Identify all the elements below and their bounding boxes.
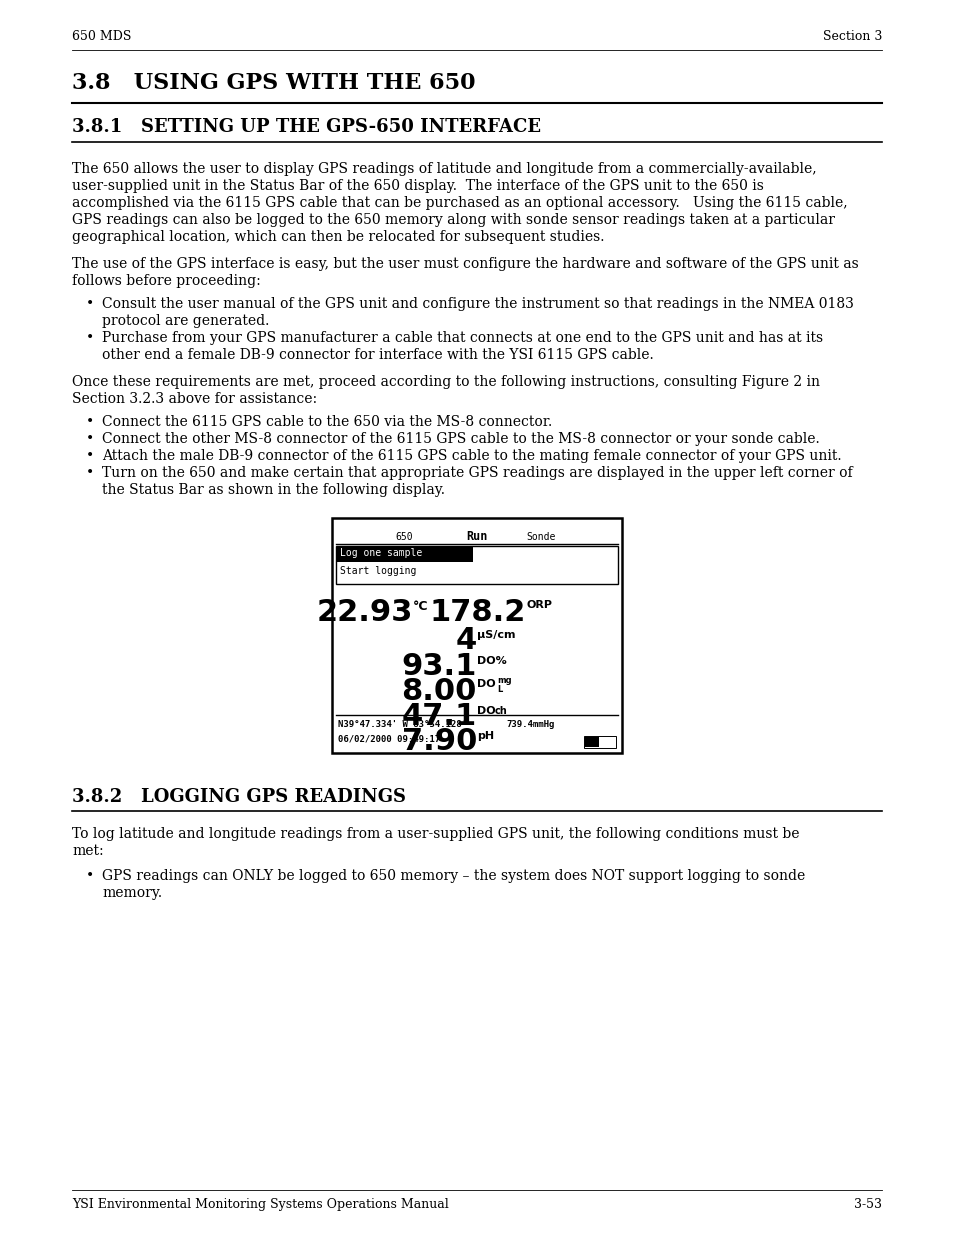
Text: 3-53: 3-53 <box>853 1198 882 1212</box>
Bar <box>584 737 598 747</box>
Bar <box>583 736 616 748</box>
Text: μS/cm: μS/cm <box>476 630 515 640</box>
Text: 3.8   USING GPS WITH THE 650: 3.8 USING GPS WITH THE 650 <box>71 72 475 94</box>
Text: •: • <box>86 415 94 429</box>
Text: 3.8.1   SETTING UP THE GPS-650 INTERFACE: 3.8.1 SETTING UP THE GPS-650 INTERFACE <box>71 119 540 136</box>
Text: •: • <box>86 869 94 883</box>
Text: Start logging: Start logging <box>339 566 416 576</box>
Text: Purchase from your GPS manufacturer a cable that connects at one end to the GPS : Purchase from your GPS manufacturer a ca… <box>102 331 822 345</box>
Text: geographical location, which can then be relocated for subsequent studies.: geographical location, which can then be… <box>71 230 604 245</box>
Bar <box>332 517 621 753</box>
Text: DO%: DO% <box>476 656 506 666</box>
Text: •: • <box>86 450 94 463</box>
Text: 4: 4 <box>456 626 476 655</box>
Text: DO: DO <box>476 706 496 716</box>
Text: L: L <box>497 685 502 694</box>
Text: 7.90: 7.90 <box>401 727 476 756</box>
Text: 93.1: 93.1 <box>401 652 476 680</box>
Text: pH: pH <box>476 731 494 741</box>
Text: ch: ch <box>494 706 507 716</box>
Text: Connect the 6115 GPS cable to the 650 via the MS-8 connector.: Connect the 6115 GPS cable to the 650 vi… <box>102 415 552 429</box>
Text: Section 3: Section 3 <box>821 30 882 43</box>
Text: 650: 650 <box>395 532 413 542</box>
Text: °C: °C <box>413 600 428 613</box>
Text: Consult the user manual of the GPS unit and configure the instrument so that rea: Consult the user manual of the GPS unit … <box>102 296 853 311</box>
Text: Connect the other MS-8 connector of the 6115 GPS cable to the MS-8 connector or : Connect the other MS-8 connector of the … <box>102 432 819 446</box>
Text: GPS readings can also be logged to the 650 memory along with sonde sensor readin: GPS readings can also be logged to the 6… <box>71 212 834 227</box>
Text: To log latitude and longitude readings from a user-supplied GPS unit, the follow: To log latitude and longitude readings f… <box>71 827 799 841</box>
Text: mg: mg <box>497 676 512 685</box>
Text: GPS readings can ONLY be logged to 650 memory – the system does NOT support logg: GPS readings can ONLY be logged to 650 m… <box>102 869 804 883</box>
Text: 8.00: 8.00 <box>401 677 476 706</box>
Text: 178.2: 178.2 <box>430 598 526 627</box>
Text: accomplished via the 6115 GPS cable that can be purchased as an optional accesso: accomplished via the 6115 GPS cable that… <box>71 196 846 210</box>
Text: Turn on the 650 and make certain that appropriate GPS readings are displayed in : Turn on the 650 and make certain that ap… <box>102 466 852 480</box>
Text: The use of the GPS interface is easy, but the user must configure the hardware a: The use of the GPS interface is easy, bu… <box>71 257 858 270</box>
Text: Once these requirements are met, proceed according to the following instructions: Once these requirements are met, proceed… <box>71 375 820 389</box>
Text: YSI Environmental Monitoring Systems Operations Manual: YSI Environmental Monitoring Systems Ope… <box>71 1198 448 1212</box>
Text: the Status Bar as shown in the following display.: the Status Bar as shown in the following… <box>102 483 444 496</box>
Text: ORP: ORP <box>526 600 552 610</box>
Text: other end a female DB-9 connector for interface with the YSI 6115 GPS cable.: other end a female DB-9 connector for in… <box>102 348 653 362</box>
Text: •: • <box>86 331 94 345</box>
Text: •: • <box>86 466 94 480</box>
Bar <box>335 546 618 584</box>
Text: 650 MDS: 650 MDS <box>71 30 132 43</box>
Text: Attach the male DB-9 connector of the 6115 GPS cable to the mating female connec: Attach the male DB-9 connector of the 61… <box>102 450 841 463</box>
Text: memory.: memory. <box>102 885 162 900</box>
Text: 3.8.2   LOGGING GPS READINGS: 3.8.2 LOGGING GPS READINGS <box>71 788 406 806</box>
Text: 739.4mmHg: 739.4mmHg <box>505 720 554 729</box>
Text: Sonde: Sonde <box>525 532 555 542</box>
Text: •: • <box>86 296 94 311</box>
Text: follows before proceeding:: follows before proceeding: <box>71 274 260 288</box>
Text: Log one sample: Log one sample <box>339 548 422 558</box>
Text: Run: Run <box>466 530 487 543</box>
Text: 47.1: 47.1 <box>401 701 476 731</box>
Text: met:: met: <box>71 844 104 858</box>
Text: 06/02/2000 09:49:17: 06/02/2000 09:49:17 <box>337 734 439 743</box>
Text: DO: DO <box>476 679 496 689</box>
Text: •: • <box>86 432 94 446</box>
Text: N39°47.334' W 83°54.128': N39°47.334' W 83°54.128' <box>337 720 467 729</box>
Text: protocol are generated.: protocol are generated. <box>102 314 269 329</box>
Text: Section 3.2.3 above for assistance:: Section 3.2.3 above for assistance: <box>71 391 316 406</box>
Text: user-supplied unit in the Status Bar of the 650 display.  The interface of the G: user-supplied unit in the Status Bar of … <box>71 179 763 193</box>
Text: 22.93: 22.93 <box>316 598 413 627</box>
Bar <box>336 546 473 562</box>
Text: The 650 allows the user to display GPS readings of latitude and longitude from a: The 650 allows the user to display GPS r… <box>71 162 816 177</box>
